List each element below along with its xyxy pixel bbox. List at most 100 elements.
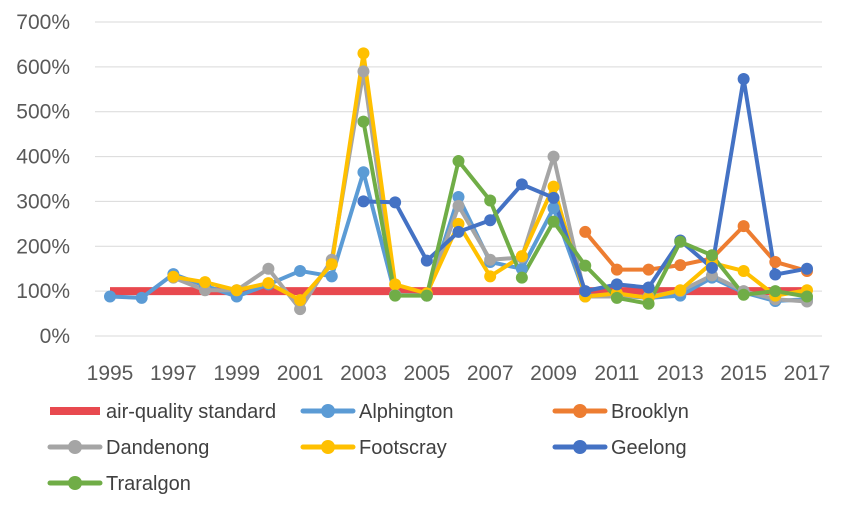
- data-point-brooklyn: [642, 263, 655, 276]
- data-point-alphington: [135, 291, 148, 304]
- data-point-alphington: [104, 290, 116, 303]
- legend-item-traralgon[interactable]: Traralgon: [47, 473, 191, 495]
- x-tick-label: 1997: [150, 362, 197, 385]
- legend-label: air-quality standard: [106, 401, 276, 423]
- y-tick-label: 700%: [16, 11, 70, 34]
- data-point-dandenong: [484, 253, 497, 266]
- data-point-footscray: [199, 276, 212, 289]
- data-point-footscray: [294, 294, 307, 307]
- x-tick-label: 2017: [784, 362, 831, 385]
- legend-item-brooklyn[interactable]: Brooklyn: [552, 401, 689, 423]
- data-point-traralgon: [420, 289, 433, 302]
- legend-item-dandenong[interactable]: Dandenong: [47, 437, 209, 459]
- x-tick-label: 1995: [87, 362, 134, 385]
- data-point-geelong: [389, 196, 402, 209]
- data-point-traralgon: [737, 288, 750, 301]
- legend[interactable]: air-quality standard Alphington Brooklyn Da…: [47, 401, 689, 495]
- y-tick-label: 200%: [16, 235, 70, 258]
- y-tick-label: 100%: [16, 280, 70, 303]
- data-point-geelong: [801, 262, 813, 275]
- legend-label: Alphington: [359, 401, 454, 423]
- data-point-alphington: [452, 190, 465, 203]
- data-point-footscray: [167, 270, 180, 283]
- legend-marker: [321, 440, 335, 454]
- series-markers: [104, 47, 813, 316]
- x-tick-label: 2003: [340, 362, 387, 385]
- data-point-footscray: [737, 264, 750, 277]
- legend-label: Dandenong: [106, 437, 209, 459]
- data-point-traralgon: [484, 194, 497, 207]
- x-tick-label: 2015: [720, 362, 767, 385]
- legend-label: Footscray: [359, 437, 447, 459]
- data-point-footscray: [547, 180, 560, 193]
- data-point-geelong: [357, 195, 370, 208]
- x-tick-label: 2013: [657, 362, 704, 385]
- data-point-alphington: [547, 202, 560, 215]
- data-point-traralgon: [674, 235, 687, 248]
- data-point-traralgon: [357, 115, 370, 128]
- x-tick-label: 2007: [467, 362, 514, 385]
- data-point-footscray: [357, 47, 370, 60]
- data-point-geelong: [579, 285, 592, 298]
- data-point-traralgon: [769, 285, 782, 298]
- data-point-geelong: [610, 278, 623, 291]
- x-tick-label: 2009: [530, 362, 577, 385]
- data-point-geelong: [642, 281, 655, 294]
- data-point-footscray: [484, 270, 497, 283]
- data-point-traralgon: [452, 155, 465, 168]
- legend-item-air-quality-standard[interactable]: air-quality standard: [50, 401, 276, 423]
- legend-marker: [573, 440, 587, 454]
- legend-marker: [68, 476, 82, 490]
- data-point-alphington: [294, 264, 307, 277]
- data-point-traralgon: [642, 297, 655, 310]
- data-point-traralgon: [610, 291, 623, 304]
- data-point-brooklyn: [674, 259, 687, 272]
- data-point-traralgon: [705, 249, 718, 262]
- x-axis-tick-labels: 1995 1997 1999 2001 2003 2005 2007 2009 2011 2013…: [87, 362, 831, 385]
- data-point-dandenong: [452, 199, 465, 212]
- data-point-footscray: [325, 258, 338, 271]
- y-tick-label: 500%: [16, 101, 70, 124]
- data-point-traralgon: [547, 215, 560, 228]
- data-point-geelong: [769, 268, 782, 281]
- data-point-brooklyn: [579, 225, 592, 238]
- legend-marker: [321, 404, 335, 418]
- y-tick-label: 600%: [16, 56, 70, 79]
- y-tick-label: 400%: [16, 146, 70, 169]
- legend-marker: [573, 404, 587, 418]
- data-point-footscray: [262, 277, 275, 290]
- legend-label: Traralgon: [106, 473, 191, 495]
- data-point-alphington: [325, 270, 338, 283]
- data-point-geelong: [737, 72, 750, 85]
- series-line-traralgon: [361, 119, 809, 306]
- data-point-footscray: [230, 284, 243, 297]
- data-point-dandenong: [262, 262, 275, 275]
- x-tick-label: 1999: [213, 362, 260, 385]
- legend-label: Geelong: [611, 437, 687, 459]
- legend-marker: [68, 440, 82, 454]
- data-point-geelong: [547, 191, 560, 204]
- data-point-traralgon: [579, 259, 592, 272]
- legend-item-geelong[interactable]: Geelong: [552, 437, 687, 459]
- data-point-brooklyn: [610, 263, 623, 276]
- y-tick-label: 0%: [40, 325, 70, 348]
- data-point-alphington: [357, 166, 370, 179]
- data-point-dandenong: [547, 150, 560, 163]
- data-point-geelong: [452, 225, 465, 238]
- data-point-dandenong: [294, 303, 307, 316]
- data-point-geelong: [484, 214, 497, 227]
- x-tick-label: 2011: [594, 362, 639, 385]
- data-point-alphington: [515, 262, 528, 275]
- data-point-brooklyn: [737, 220, 750, 233]
- legend-item-footscray[interactable]: Footscray: [300, 437, 447, 459]
- y-tick-label: 300%: [16, 190, 70, 213]
- data-point-geelong: [705, 261, 718, 274]
- data-point-traralgon: [515, 271, 528, 284]
- legend-item-alphington[interactable]: Alphington: [300, 401, 454, 423]
- y-axis-tick-labels: 0% 100% 200% 300% 400% 500% 600% 700%: [16, 11, 70, 348]
- legend-label: Brooklyn: [611, 401, 689, 423]
- data-point-geelong: [420, 254, 433, 267]
- data-point-traralgon: [389, 289, 402, 302]
- data-point-footscray: [389, 278, 402, 291]
